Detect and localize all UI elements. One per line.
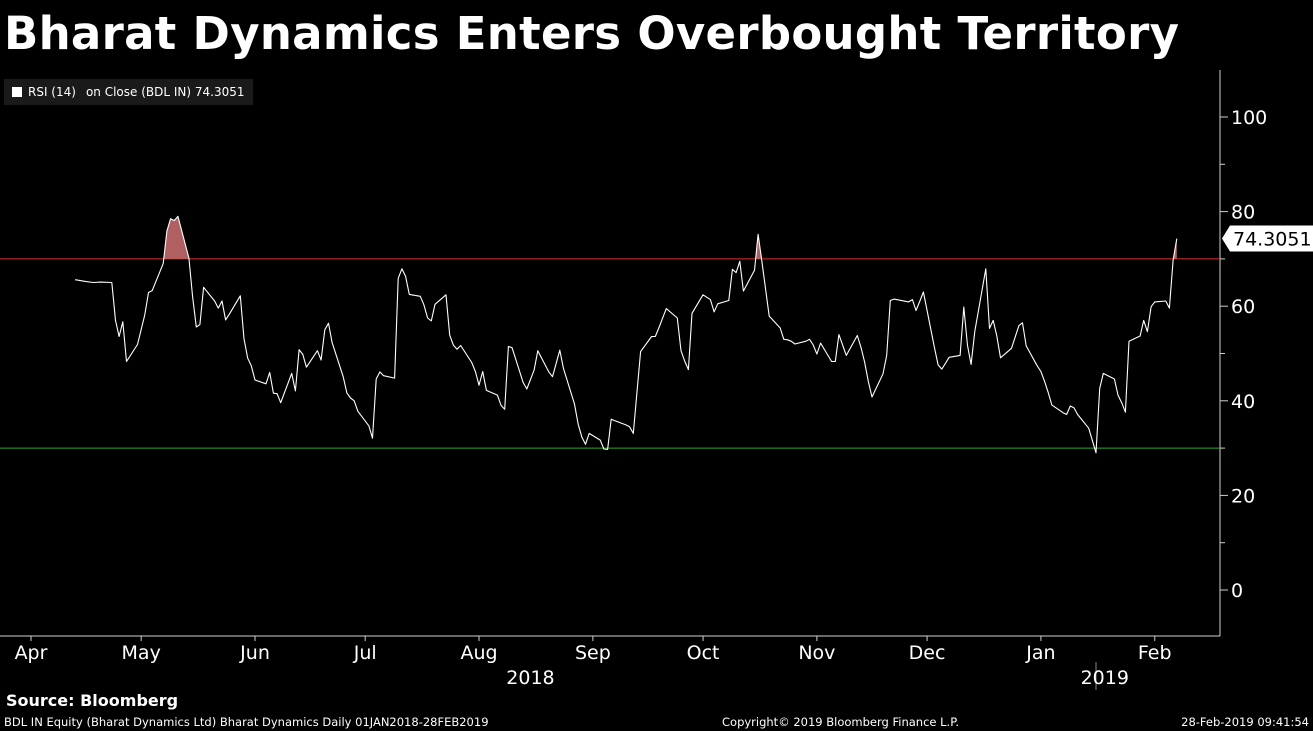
year-label: 2019 <box>1081 667 1129 689</box>
footer-timestamp: 28-Feb-2019 09:41:54 <box>1181 715 1309 729</box>
x-tick-label: Oct <box>687 642 720 664</box>
x-tick-label: Apr <box>15 642 48 664</box>
overbought-fill <box>163 216 189 259</box>
legend-swatch <box>12 87 22 97</box>
y-tick-label: 60 <box>1231 296 1255 318</box>
chart-title: Bharat Dynamics Enters Overbought Territ… <box>4 7 1180 60</box>
plot-area <box>0 70 1221 637</box>
y-tick-label: 0 <box>1231 580 1243 602</box>
x-tick-label: Jul <box>353 642 377 664</box>
legend-detail: on Close (BDL IN) 74.3051 <box>85 85 245 99</box>
year-label: 2018 <box>506 667 554 689</box>
x-tick-label: May <box>122 642 161 664</box>
last-value-label: 74.3051 <box>1233 229 1312 251</box>
x-tick-label: Jan <box>1025 642 1055 664</box>
x-tick-label: Nov <box>798 642 835 664</box>
y-tick-label: 80 <box>1231 202 1255 224</box>
overbought-fill <box>755 234 762 259</box>
rsi-line <box>75 215 1178 454</box>
y-axis: 0 20 40 60 80 100 74.3051 <box>1220 107 1313 602</box>
footer-security-info: BDL IN Equity (Bharat Dynamics Ltd) Bhar… <box>4 715 489 729</box>
source-label: Source: Bloomberg <box>6 691 179 710</box>
x-tick-label: Jun <box>239 642 270 664</box>
y-tick-label: 20 <box>1231 485 1255 507</box>
x-tick-label: Sep <box>575 642 611 664</box>
last-value-box <box>1222 225 1313 252</box>
footer-copyright: Copyright© 2019 Bloomberg Finance L.P. <box>722 715 959 729</box>
legend-series-label: RSI (14) <box>28 85 76 99</box>
x-axis: Apr May Jun Jul Aug Sep Oct Nov Dec Jan Feb 2018 201… <box>15 636 1172 690</box>
y-tick-label: 100 <box>1231 107 1267 129</box>
x-tick-label: Aug <box>460 642 497 664</box>
x-tick-label: Feb <box>1138 642 1172 664</box>
y-tick-label: 40 <box>1231 391 1255 413</box>
x-tick-label: Dec <box>909 642 946 664</box>
chart-legend: RSI (14) on Close (BDL IN) 74.3051 <box>4 79 253 105</box>
